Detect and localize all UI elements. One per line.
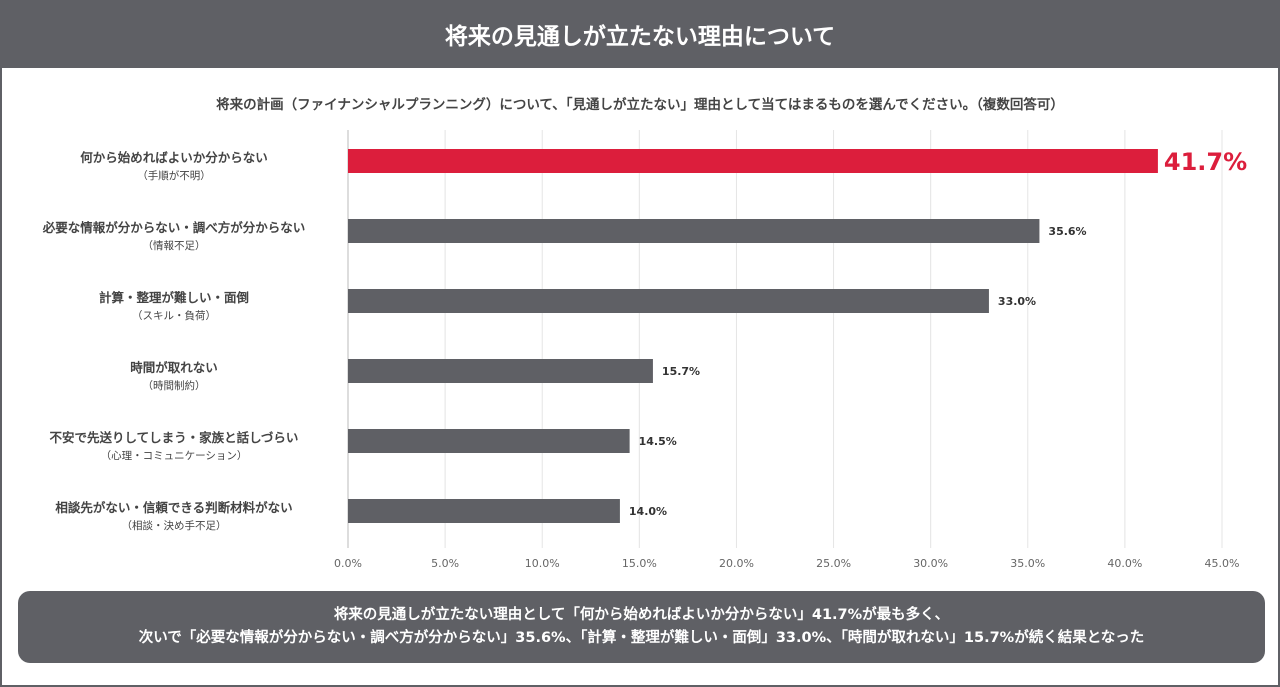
category-sub: （心理・コミュニケーション） <box>100 450 248 462</box>
category-label: 必要な情報が分からない・調べ方が分からない （情報不足） <box>4 217 344 253</box>
category-main: 何から始めればよいか分からない <box>80 150 268 165</box>
x-tick-label: 10.0% <box>525 557 560 570</box>
category-label: 計算・整理が難しい・面倒 （スキル・負荷） <box>4 287 344 323</box>
bar <box>348 429 630 453</box>
category-sub: （情報不足） <box>142 240 206 252</box>
x-tick-label: 20.0% <box>719 557 754 570</box>
data-label: 35.6% <box>1048 225 1086 238</box>
category-label: 不安で先送りしてしまう・家族と話しづらい （心理・コミュニケーション） <box>4 427 344 463</box>
category-main: 計算・整理が難しい・面倒 <box>98 290 249 305</box>
category-sub: （スキル・負荷） <box>132 310 216 322</box>
x-tick-label: 35.0% <box>1010 557 1045 570</box>
x-tick-label: 5.0% <box>431 557 459 570</box>
summary-box: 将来の見通しが立たない理由として「何から始めればよいか分からない」41.7%が最… <box>18 591 1265 663</box>
category-main: 不安で先送りしてしまう・家族と話しづらい <box>49 430 299 445</box>
category-sub: （相談・決め手不足） <box>121 520 227 532</box>
x-tick-label: 25.0% <box>816 557 851 570</box>
chart-title: 将来の計画（ファイナンシャルプランニング）について、「見通しが立たない」理由とし… <box>216 97 1064 113</box>
data-label: 14.0% <box>629 505 667 518</box>
page-title: 将来の見通しが立たない理由について <box>0 0 1280 68</box>
x-tick-label: 0.0% <box>334 557 362 570</box>
category-main: 時間が取れない <box>130 360 218 375</box>
category-main: 必要な情報が分からない・調べ方が分からない <box>42 220 306 235</box>
category-label: 時間が取れない （時間制約） <box>4 357 344 393</box>
x-tick-label: 15.0% <box>622 557 657 570</box>
category-main: 相談先がない・信頼できる判断材料がない <box>55 500 293 515</box>
x-tick-label: 40.0% <box>1107 557 1142 570</box>
bar <box>348 289 989 313</box>
bar-chart: 0.0% 5.0% 10.0% 15.0% 20.0% 25.0% 30.0% 35.0% 40… <box>334 130 1247 570</box>
data-label: 15.7% <box>662 365 700 378</box>
bar <box>348 359 653 383</box>
x-tick-label: 45.0% <box>1205 557 1240 570</box>
bar <box>348 499 620 523</box>
x-tick-label: 30.0% <box>913 557 948 570</box>
category-label: 何から始めればよいか分からない （手順が不明） <box>4 147 344 183</box>
category-sub: （時間制約） <box>142 380 206 392</box>
summary-line-2: 次いで「必要な情報が分からない・調べ方が分からない」35.6%、「計算・整理が難… <box>138 630 1145 646</box>
data-label: 41.7% <box>1164 148 1247 176</box>
category-label: 相談先がない・信頼できる判断材料がない （相談・決め手不足） <box>4 497 344 533</box>
data-label: 14.5% <box>639 435 677 448</box>
data-label: 33.0% <box>998 295 1036 308</box>
bar <box>348 219 1040 243</box>
summary-line-1: 将来の見通しが立たない理由として「何から始めればよいか分からない」41.7%が最… <box>333 607 950 623</box>
category-sub: （手順が不明） <box>137 170 211 182</box>
bar <box>348 149 1158 173</box>
